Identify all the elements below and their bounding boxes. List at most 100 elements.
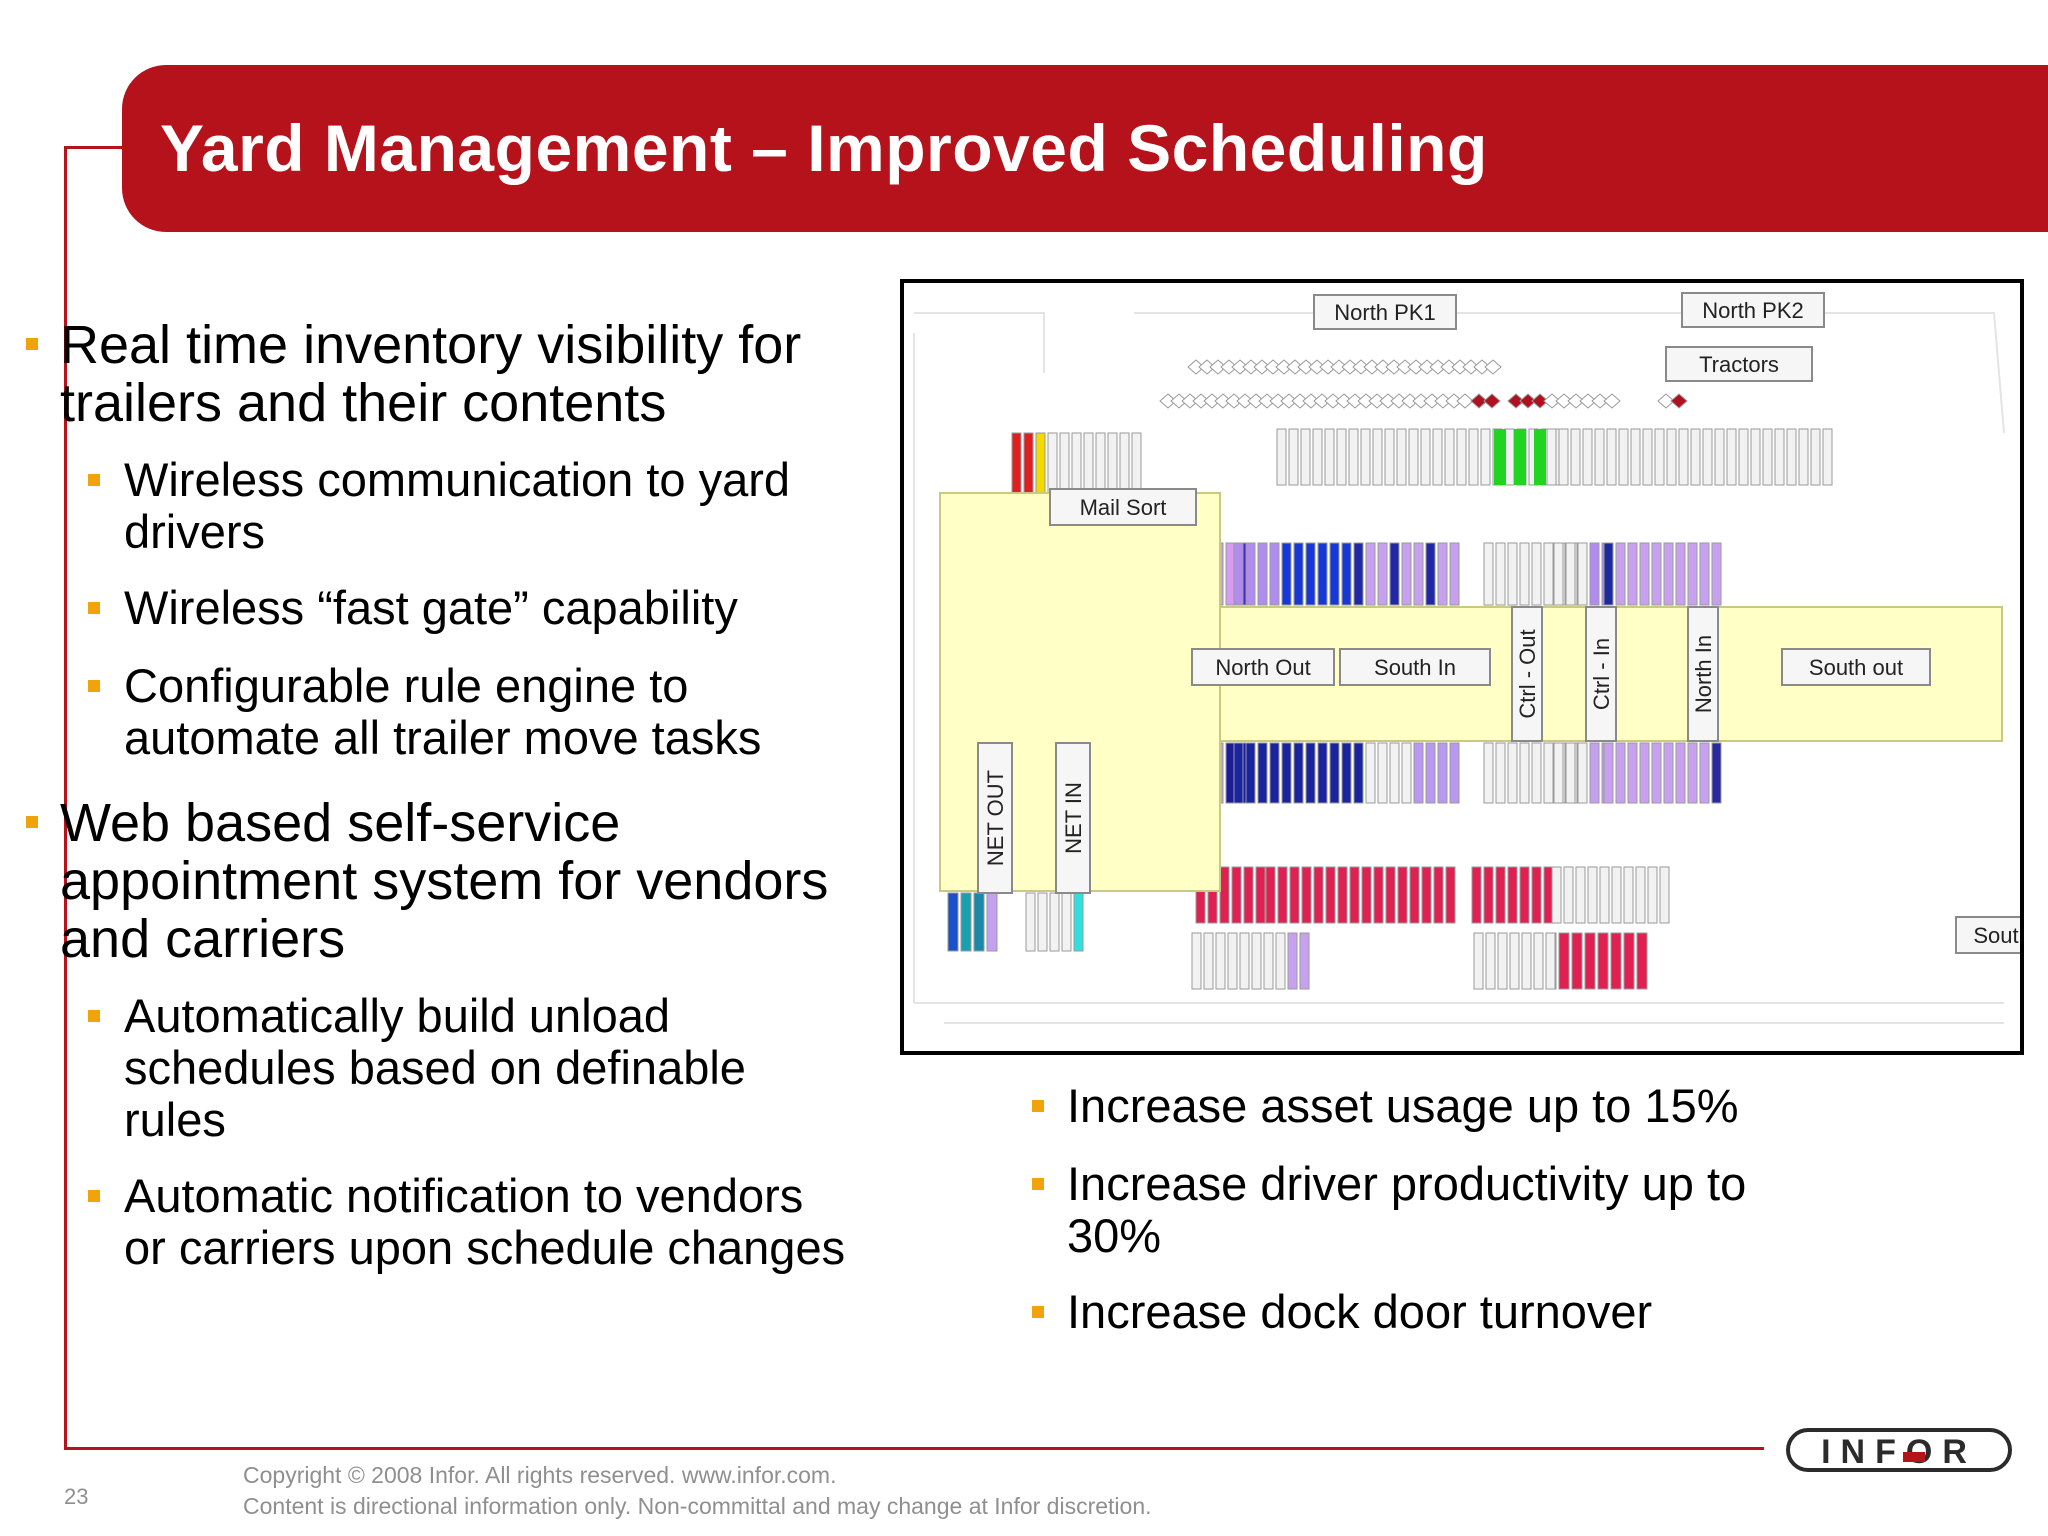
yard-slot (1265, 866, 1276, 924)
yard-label-text: Sout (1973, 923, 2018, 948)
bullet-4-line-2: automate all trailer move tasks (124, 711, 762, 764)
yard-slot (1313, 866, 1324, 924)
yard-slot (1325, 866, 1336, 924)
yard-label-text: NET OUT (983, 770, 1008, 866)
yard-label-north-pk2: North PK2 (1681, 292, 1825, 328)
bullet-marker (26, 816, 38, 828)
yard-slot (1468, 428, 1479, 486)
yard-slot (986, 892, 998, 952)
bullet-marker (88, 474, 100, 486)
yard-slot (1519, 742, 1530, 804)
disclaimer-text: Content is directional information only.… (243, 1493, 1152, 1519)
yard-slot (1349, 866, 1360, 924)
bullet-marker (88, 602, 100, 614)
yard-slot (1678, 428, 1689, 486)
yard-slot (1337, 866, 1348, 924)
yard-slot (1553, 742, 1564, 804)
yard-slot (1263, 932, 1274, 990)
yard-slot (1603, 742, 1614, 804)
yard-label-south-in: South In (1339, 648, 1491, 686)
yard-slot (1245, 742, 1256, 804)
yard-slot (1361, 866, 1372, 924)
yard-slot (1495, 866, 1506, 924)
bullet-1-line-2: trailers and their contents (60, 373, 667, 433)
page-number: 23 (64, 1484, 89, 1509)
yard-slot (1317, 542, 1328, 606)
yard-slot (1420, 428, 1431, 486)
yard-slot (1083, 432, 1094, 494)
yard-slot (1497, 932, 1508, 990)
yard-label-tractors: Tractors (1665, 346, 1813, 382)
yard-label-north-pk1: North PK1 (1313, 294, 1457, 330)
yard-slot (1421, 866, 1432, 924)
yard-slot (1449, 742, 1460, 804)
yard-label-text: North In (1691, 635, 1716, 713)
yard-slot (1245, 542, 1256, 606)
yard-map-screenshot: North PK1 North PK2 Tractors Mail Sort North… (900, 279, 2024, 1055)
yard-slot (1035, 432, 1046, 494)
yard-slot (1365, 542, 1376, 606)
yard-slot (1025, 892, 1036, 952)
tractor-marker (1670, 393, 1688, 409)
yard-slot (1281, 542, 1292, 606)
yard-slot (1533, 932, 1544, 990)
yard-slot (1654, 428, 1665, 486)
yard-slot (1587, 866, 1598, 924)
yard-slot (1233, 742, 1244, 804)
yard-slot (1675, 742, 1686, 804)
yard-slot-occupied (1534, 429, 1546, 485)
yard-slot (1095, 432, 1106, 494)
yard-slot (1365, 742, 1376, 804)
yard-slot (1269, 542, 1280, 606)
yard-slot (1293, 542, 1304, 606)
yard-slot (1504, 428, 1515, 486)
yard-label-ctrl-out: Ctrl - Out (1511, 606, 1543, 742)
yard-slot (1301, 866, 1312, 924)
yard-slot (1215, 932, 1226, 990)
benefit-3-line-1: Increase dock door turnover (1067, 1285, 1653, 1338)
yard-slot (1618, 428, 1629, 486)
yard-slot (1389, 742, 1400, 804)
yard-slot (1408, 428, 1419, 486)
frame-line-bottom (64, 1447, 1764, 1450)
yard-slot (1288, 428, 1299, 486)
bullet-marker (26, 338, 38, 350)
yard-slot (1444, 428, 1455, 486)
yard-slot (1377, 542, 1388, 606)
yard-slot (1798, 428, 1809, 486)
yard-slot (1762, 428, 1773, 486)
yard-slot (1289, 866, 1300, 924)
logo-text: INFOR (1821, 1433, 1977, 1471)
yard-slot (1281, 742, 1292, 804)
yard-slot (1227, 932, 1238, 990)
yard-slot (1341, 742, 1352, 804)
yard-slot (1471, 866, 1482, 924)
yard-slot (1635, 866, 1646, 924)
yard-slot (1519, 866, 1530, 924)
yard-slot (1372, 428, 1383, 486)
yard-slot (1507, 866, 1518, 924)
yard-slot-occupied (1494, 429, 1506, 485)
yard-slot (1203, 932, 1214, 990)
yard-slot (1239, 932, 1250, 990)
yard-label-ctrl-in: Ctrl - In (1585, 606, 1617, 742)
bullet-6-line-3: rules (124, 1093, 226, 1146)
yard-slot (1711, 742, 1722, 804)
yard-slot (1396, 428, 1407, 486)
yard-slot (1623, 932, 1635, 990)
yard-slot (1531, 742, 1542, 804)
tractor-marker (1484, 359, 1502, 375)
yard-slot (1519, 542, 1530, 606)
yard-slot (1449, 542, 1460, 606)
yard-slot (1582, 428, 1593, 486)
yard-slot (1425, 542, 1436, 606)
yard-slot (1432, 428, 1443, 486)
tractor-marker (1483, 393, 1501, 409)
bullet-marker (1032, 1306, 1044, 1318)
yard-slot (1663, 742, 1674, 804)
yard-slot (1642, 428, 1653, 486)
yard-slot (1495, 742, 1506, 804)
yard-slot (1485, 932, 1496, 990)
yard-slot (1433, 866, 1444, 924)
yard-slot (1659, 866, 1670, 924)
